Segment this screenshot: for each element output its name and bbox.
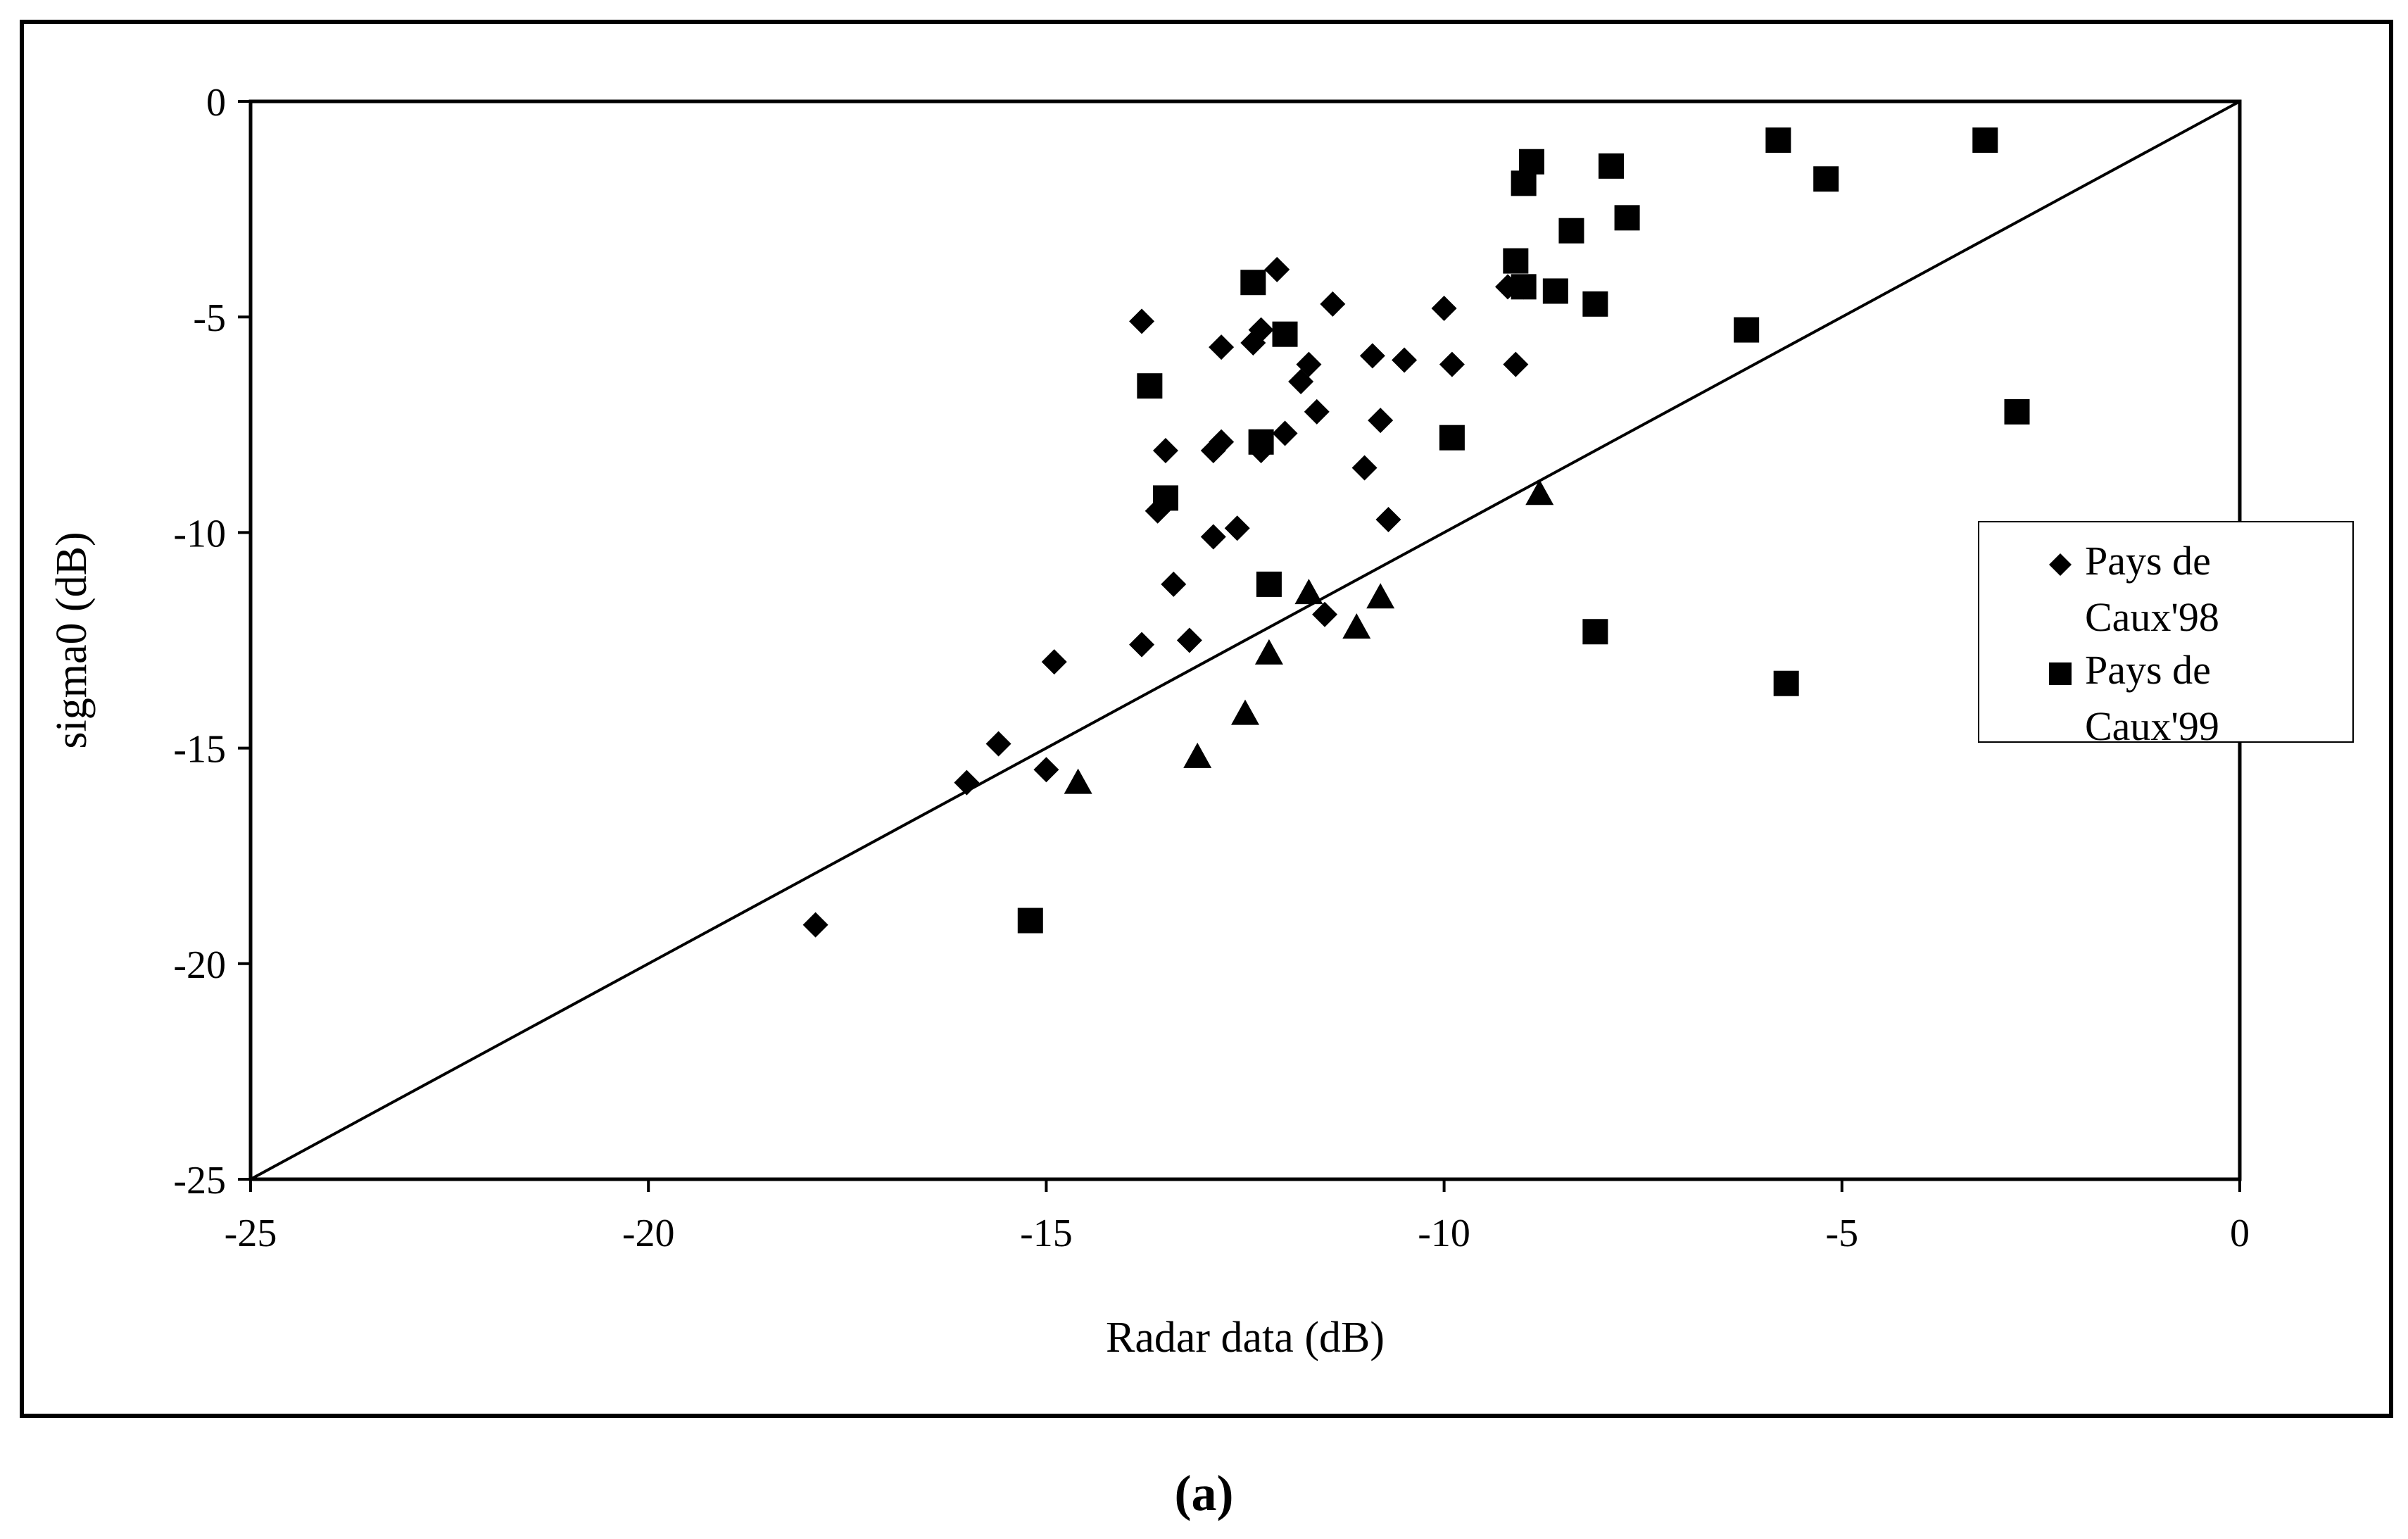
x-axis-title: Radar data (dB) <box>1106 1314 1385 1362</box>
diamond-point <box>1375 507 1401 533</box>
x-tick-label: -10 <box>1418 1212 1470 1255</box>
y-tick-label: -15 <box>173 728 226 772</box>
diamond-point <box>1368 408 1394 434</box>
square-point <box>1765 127 1791 153</box>
square-point <box>1972 127 1998 153</box>
y-tick-label: -25 <box>173 1159 226 1202</box>
square-point <box>1614 205 1640 231</box>
diamond-point <box>1264 256 1290 282</box>
square-marker-icon <box>2049 662 2072 685</box>
square-point <box>1518 149 1544 175</box>
square-point <box>2004 398 2030 425</box>
square-point <box>1582 619 1608 645</box>
diamond-point <box>1224 515 1250 541</box>
square-point <box>1272 321 1298 347</box>
diamond-point <box>1439 351 1465 377</box>
square-point <box>1542 278 1568 304</box>
diamond-point <box>1041 649 1067 675</box>
square-point <box>1248 429 1274 455</box>
diamond-point <box>802 912 828 938</box>
square-point <box>1511 274 1537 300</box>
diamond-point <box>1296 351 1322 377</box>
diamond-point <box>1431 295 1457 321</box>
square-point <box>1017 907 1043 934</box>
x-tick-label: -25 <box>225 1212 277 1255</box>
square-point <box>1598 153 1624 179</box>
square-point <box>1511 170 1537 196</box>
triangle-point <box>1183 742 1212 768</box>
diamond-point <box>1359 343 1385 369</box>
square-point <box>1734 317 1760 343</box>
diamond-point <box>1320 291 1346 317</box>
x-tick-label: -15 <box>1020 1212 1073 1255</box>
triangle-point <box>1231 699 1259 725</box>
square-point <box>1137 373 1163 399</box>
diamond-point <box>1129 632 1155 658</box>
triangle-point <box>1366 583 1395 609</box>
triangle-point <box>1064 768 1092 794</box>
diamond-point <box>1503 351 1529 377</box>
axis-ticks: -25 -20 -15 -10 -5 0 0 -5 -10 -15 -20 -25 <box>173 81 2250 1255</box>
diamond-point <box>1272 420 1298 446</box>
square-point <box>1813 166 1839 192</box>
diamond-point <box>1304 398 1330 425</box>
square-point <box>1773 670 1799 696</box>
triangle-point <box>1254 639 1283 665</box>
y-tick-label: -10 <box>173 512 226 555</box>
y-tick-label: 0 <box>206 81 226 125</box>
square-point <box>1240 270 1266 296</box>
diamond-point <box>1152 438 1178 464</box>
square-point <box>1503 248 1529 274</box>
triangle-point <box>1342 613 1371 639</box>
diamond-point <box>1392 347 1418 373</box>
panel-label: (a) <box>1174 1465 1234 1521</box>
x-tick-label: 0 <box>2230 1212 2250 1255</box>
y-tick-label: -5 <box>193 296 226 340</box>
square-point <box>1558 218 1584 244</box>
x-tick-label: -5 <box>1825 1212 1858 1255</box>
chart-frame <box>20 20 2393 1418</box>
data-points <box>802 127 2030 938</box>
x-tick-label: -20 <box>622 1212 675 1255</box>
diamond-marker-icon <box>2049 553 2072 576</box>
reference-line-1-to-1 <box>250 100 2240 1181</box>
diamond-point <box>985 731 1011 757</box>
y-tick-label: -20 <box>173 943 226 987</box>
diamond-point <box>1209 334 1235 360</box>
legend-label-2: Pays de Caux'99 <box>2085 647 2219 743</box>
diamond-point <box>1248 317 1274 343</box>
diamond-point <box>1161 571 1187 597</box>
legend: Pays de Caux'98 Pays de Caux'99 <box>1978 521 2354 743</box>
square-point <box>1439 425 1465 451</box>
diamond-point <box>1209 429 1235 455</box>
diamond-point <box>1033 757 1059 783</box>
square-point <box>1152 485 1178 511</box>
diamond-point <box>1176 627 1202 653</box>
diamond-point <box>1129 308 1155 334</box>
triangle-point <box>1525 479 1554 505</box>
square-point <box>1582 291 1608 317</box>
diamond-point <box>954 770 980 796</box>
diamond-point <box>1312 601 1338 627</box>
square-point <box>1256 571 1282 597</box>
triangle-point <box>1294 579 1323 605</box>
legend-label-1: Pays de Caux'98 <box>2085 538 2219 640</box>
diamond-point <box>1351 455 1378 481</box>
diamond-point <box>1200 524 1226 550</box>
y-axis-title: sigma0 (dB) <box>48 532 96 748</box>
